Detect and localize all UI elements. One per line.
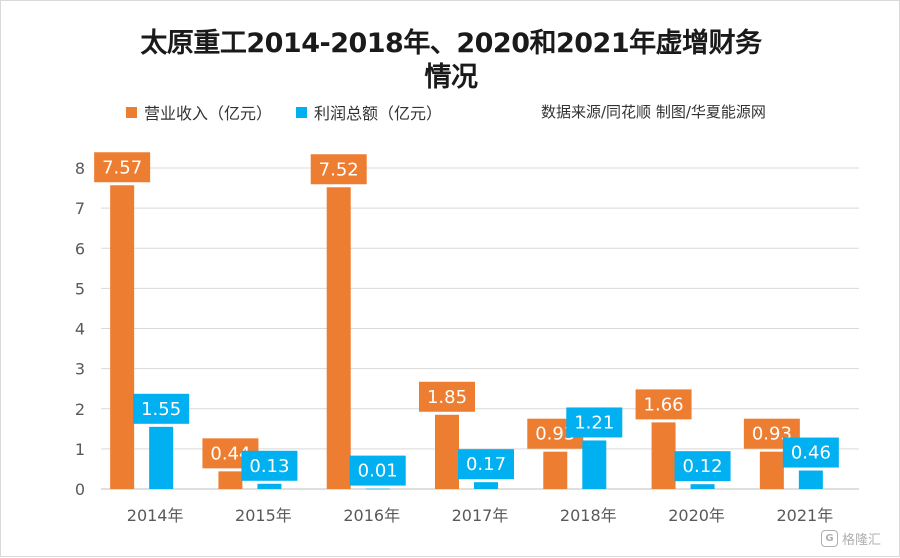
x-tick-label: 2018年 bbox=[560, 506, 617, 525]
data-label-box-profit bbox=[241, 450, 298, 481]
data-label-box-profit bbox=[349, 455, 406, 486]
legend-label-profit: 利润总额（亿元） bbox=[314, 104, 443, 123]
data-label-revenue: 0.93 bbox=[752, 424, 792, 445]
data-label-profit: 0.46 bbox=[791, 443, 831, 464]
data-label-revenue: 1.66 bbox=[644, 394, 684, 415]
data-label-box-revenue bbox=[419, 381, 475, 412]
legend: 营业收入（亿元） 利润总额（亿元） bbox=[126, 100, 466, 124]
bar-profit bbox=[365, 488, 390, 490]
data-label-box-profit bbox=[566, 407, 623, 438]
chart-title: 太原重工2014-2018年、2020和2021年虚增财务 bbox=[140, 28, 762, 59]
data-label-profit: 0.12 bbox=[683, 456, 723, 477]
data-label-profit: 0.17 bbox=[466, 454, 506, 475]
watermark-logo-icon: G bbox=[821, 530, 838, 547]
legend-label-revenue: 营业收入（亿元） bbox=[144, 104, 273, 123]
data-label-profit: 0.01 bbox=[358, 461, 398, 482]
x-tick-label: 2017年 bbox=[452, 506, 509, 525]
x-tick-label: 2016年 bbox=[343, 506, 400, 525]
data-label-revenue: 0.44 bbox=[210, 443, 250, 464]
y-tick-label: 6 bbox=[75, 239, 85, 258]
x-tick-label: 2014年 bbox=[127, 506, 184, 525]
legend-item-profit: 利润总额（亿元） bbox=[296, 100, 442, 124]
legend-item-revenue: 营业收入（亿元） bbox=[126, 100, 272, 124]
y-tick-label: 4 bbox=[75, 320, 85, 339]
data-label-revenue: 0.93 bbox=[535, 424, 575, 445]
x-tick-label: 2020年 bbox=[668, 506, 725, 525]
data-label-box-profit bbox=[782, 437, 839, 468]
y-tick-label: 5 bbox=[75, 279, 85, 298]
bar-revenue bbox=[326, 187, 351, 489]
bar-profit bbox=[257, 483, 282, 489]
data-label-box-revenue bbox=[635, 389, 692, 420]
data-label-revenue: 7.57 bbox=[102, 157, 142, 178]
bar-profit bbox=[582, 440, 607, 489]
data-label-box-profit bbox=[133, 393, 190, 424]
bar-revenue bbox=[759, 451, 784, 489]
legend-swatch-profit bbox=[296, 106, 308, 118]
data-label-revenue: 7.52 bbox=[319, 159, 359, 180]
bar-profit bbox=[474, 482, 498, 489]
y-tick-label: 7 bbox=[75, 199, 85, 218]
y-tick-label: 0 bbox=[75, 480, 85, 499]
chart-title-line2: 情况 bbox=[424, 62, 479, 93]
y-tick-label: 1 bbox=[75, 440, 85, 459]
bar-revenue bbox=[110, 185, 135, 489]
bar-revenue bbox=[218, 471, 243, 489]
data-label-revenue: 1.85 bbox=[427, 387, 467, 408]
watermark-text: 格隆汇 bbox=[842, 533, 882, 548]
data-label-box-revenue bbox=[94, 152, 151, 183]
legend-swatch-revenue bbox=[126, 106, 137, 118]
data-label-profit: 0.13 bbox=[249, 456, 289, 477]
x-tick-label: 2015年 bbox=[235, 506, 292, 525]
bar-profit bbox=[149, 426, 174, 489]
bar-profit bbox=[798, 470, 823, 489]
bar-profit bbox=[690, 484, 715, 489]
x-tick-label: 2021年 bbox=[776, 506, 833, 525]
data-label-profit: 1.55 bbox=[141, 399, 181, 420]
watermark: G 格隆汇 bbox=[821, 529, 881, 548]
data-label-box-revenue bbox=[310, 154, 367, 185]
data-source-note: 数据来源/同花顺 制图/华夏能源网 bbox=[541, 103, 766, 121]
bar-revenue bbox=[435, 414, 459, 489]
data-label-box-profit bbox=[674, 451, 731, 482]
y-tick-label: 3 bbox=[75, 360, 85, 379]
bar-revenue bbox=[543, 451, 568, 489]
data-label-box-profit bbox=[458, 449, 514, 480]
bar-revenue bbox=[651, 422, 676, 489]
y-tick-label: 2 bbox=[75, 400, 85, 419]
y-tick-label: 8 bbox=[75, 159, 85, 178]
data-label-profit: 1.21 bbox=[574, 412, 614, 433]
